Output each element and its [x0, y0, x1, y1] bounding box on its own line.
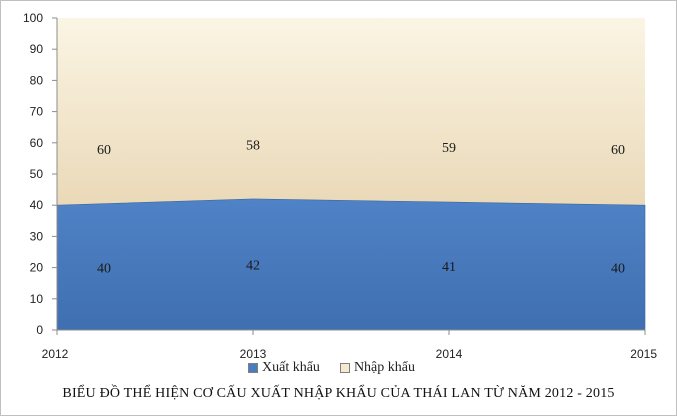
x-tick-label: 2015 [630, 347, 657, 361]
legend-item-import: Nhập khẩu [339, 360, 415, 376]
legend-label-export: Xuất khẩu [262, 360, 320, 375]
y-tick-label: 40 [30, 198, 44, 212]
area-series-import [57, 18, 645, 206]
data-label-export: 41 [442, 260, 456, 275]
data-label-import: 58 [246, 139, 260, 154]
data-label-import: 59 [442, 141, 456, 156]
legend-swatch-import [339, 363, 350, 373]
y-tick-label: 0 [36, 323, 43, 337]
y-tick-label: 100 [23, 11, 43, 25]
y-tick-label: 70 [30, 105, 44, 119]
y-tick-label: 90 [30, 42, 44, 56]
y-tick-label: 30 [30, 229, 44, 243]
data-label-export: 42 [246, 258, 260, 273]
area-series-export [56, 198, 646, 331]
legend-swatch-export [248, 363, 258, 373]
x-tick-label: 2014 [436, 347, 463, 361]
data-label-import: 60 [97, 143, 111, 158]
data-label-import: 60 [611, 143, 625, 158]
x-tick-label: 2013 [240, 347, 267, 361]
legend-item-export: Xuất khẩu [248, 360, 320, 376]
legend: Xuất khẩu Nhập khẩu [248, 360, 429, 376]
y-tick-label: 80 [30, 73, 44, 87]
y-tick-label: 10 [30, 292, 44, 306]
legend-label-import: Nhập khẩu [353, 360, 415, 375]
chart-caption: BIỂU ĐỒ THỂ HIỆN CƠ CẤU XUẤT NHẬP KHẨU C… [62, 386, 615, 401]
y-tick-label: 20 [30, 261, 44, 275]
y-tick-label: 50 [30, 167, 44, 181]
y-tick-label: 60 [30, 136, 44, 150]
x-tick-label: 2012 [42, 347, 69, 361]
data-label-export: 40 [97, 262, 111, 277]
data-label-export: 40 [611, 262, 625, 277]
